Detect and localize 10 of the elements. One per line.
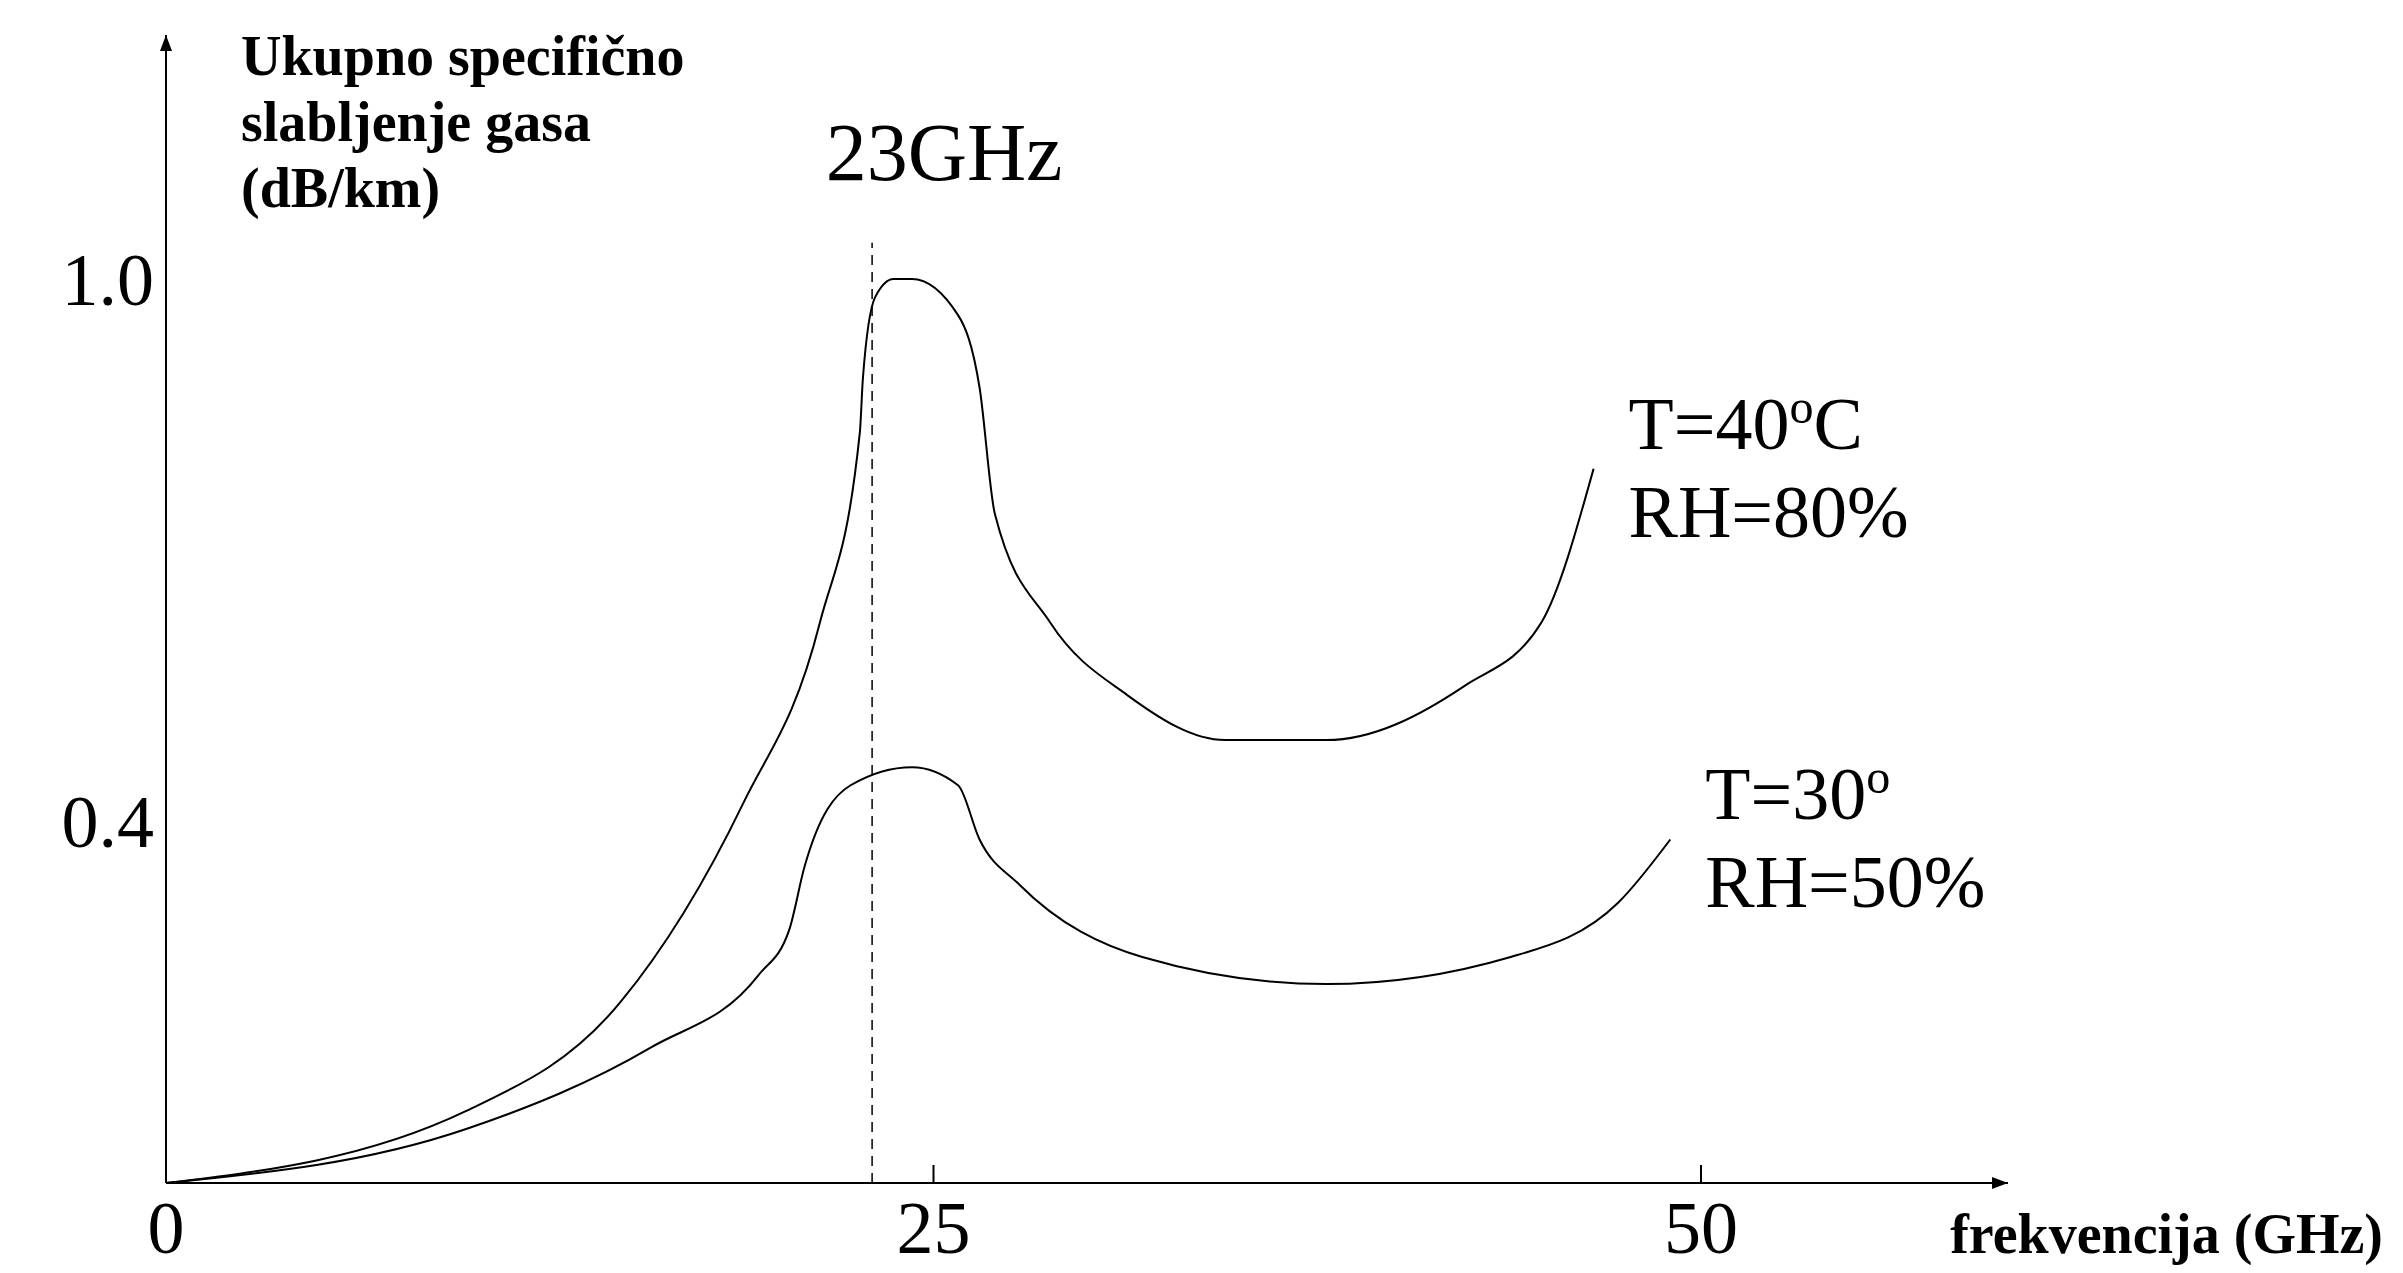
x-tick-label: 50	[1664, 1187, 1738, 1269]
ref-line-label: 23GHz	[825, 106, 1063, 198]
y-axis-title: Ukupno specifično slabljenje gasa (dB/km)	[241, 24, 685, 220]
y-tick-label: 1.0	[61, 238, 154, 321]
series-label: T=40$^{o}$C RH=80%	[1628, 379, 1909, 553]
series-label: T=30$^{o}$ RH=50%	[1705, 749, 1986, 924]
x-tick-label: 25	[896, 1187, 971, 1269]
x-axis-title: frekvencija (GHz)	[1950, 1203, 2383, 1266]
x-tick-label: 0	[147, 1187, 185, 1269]
y-tick-label: 0.4	[61, 781, 154, 864]
